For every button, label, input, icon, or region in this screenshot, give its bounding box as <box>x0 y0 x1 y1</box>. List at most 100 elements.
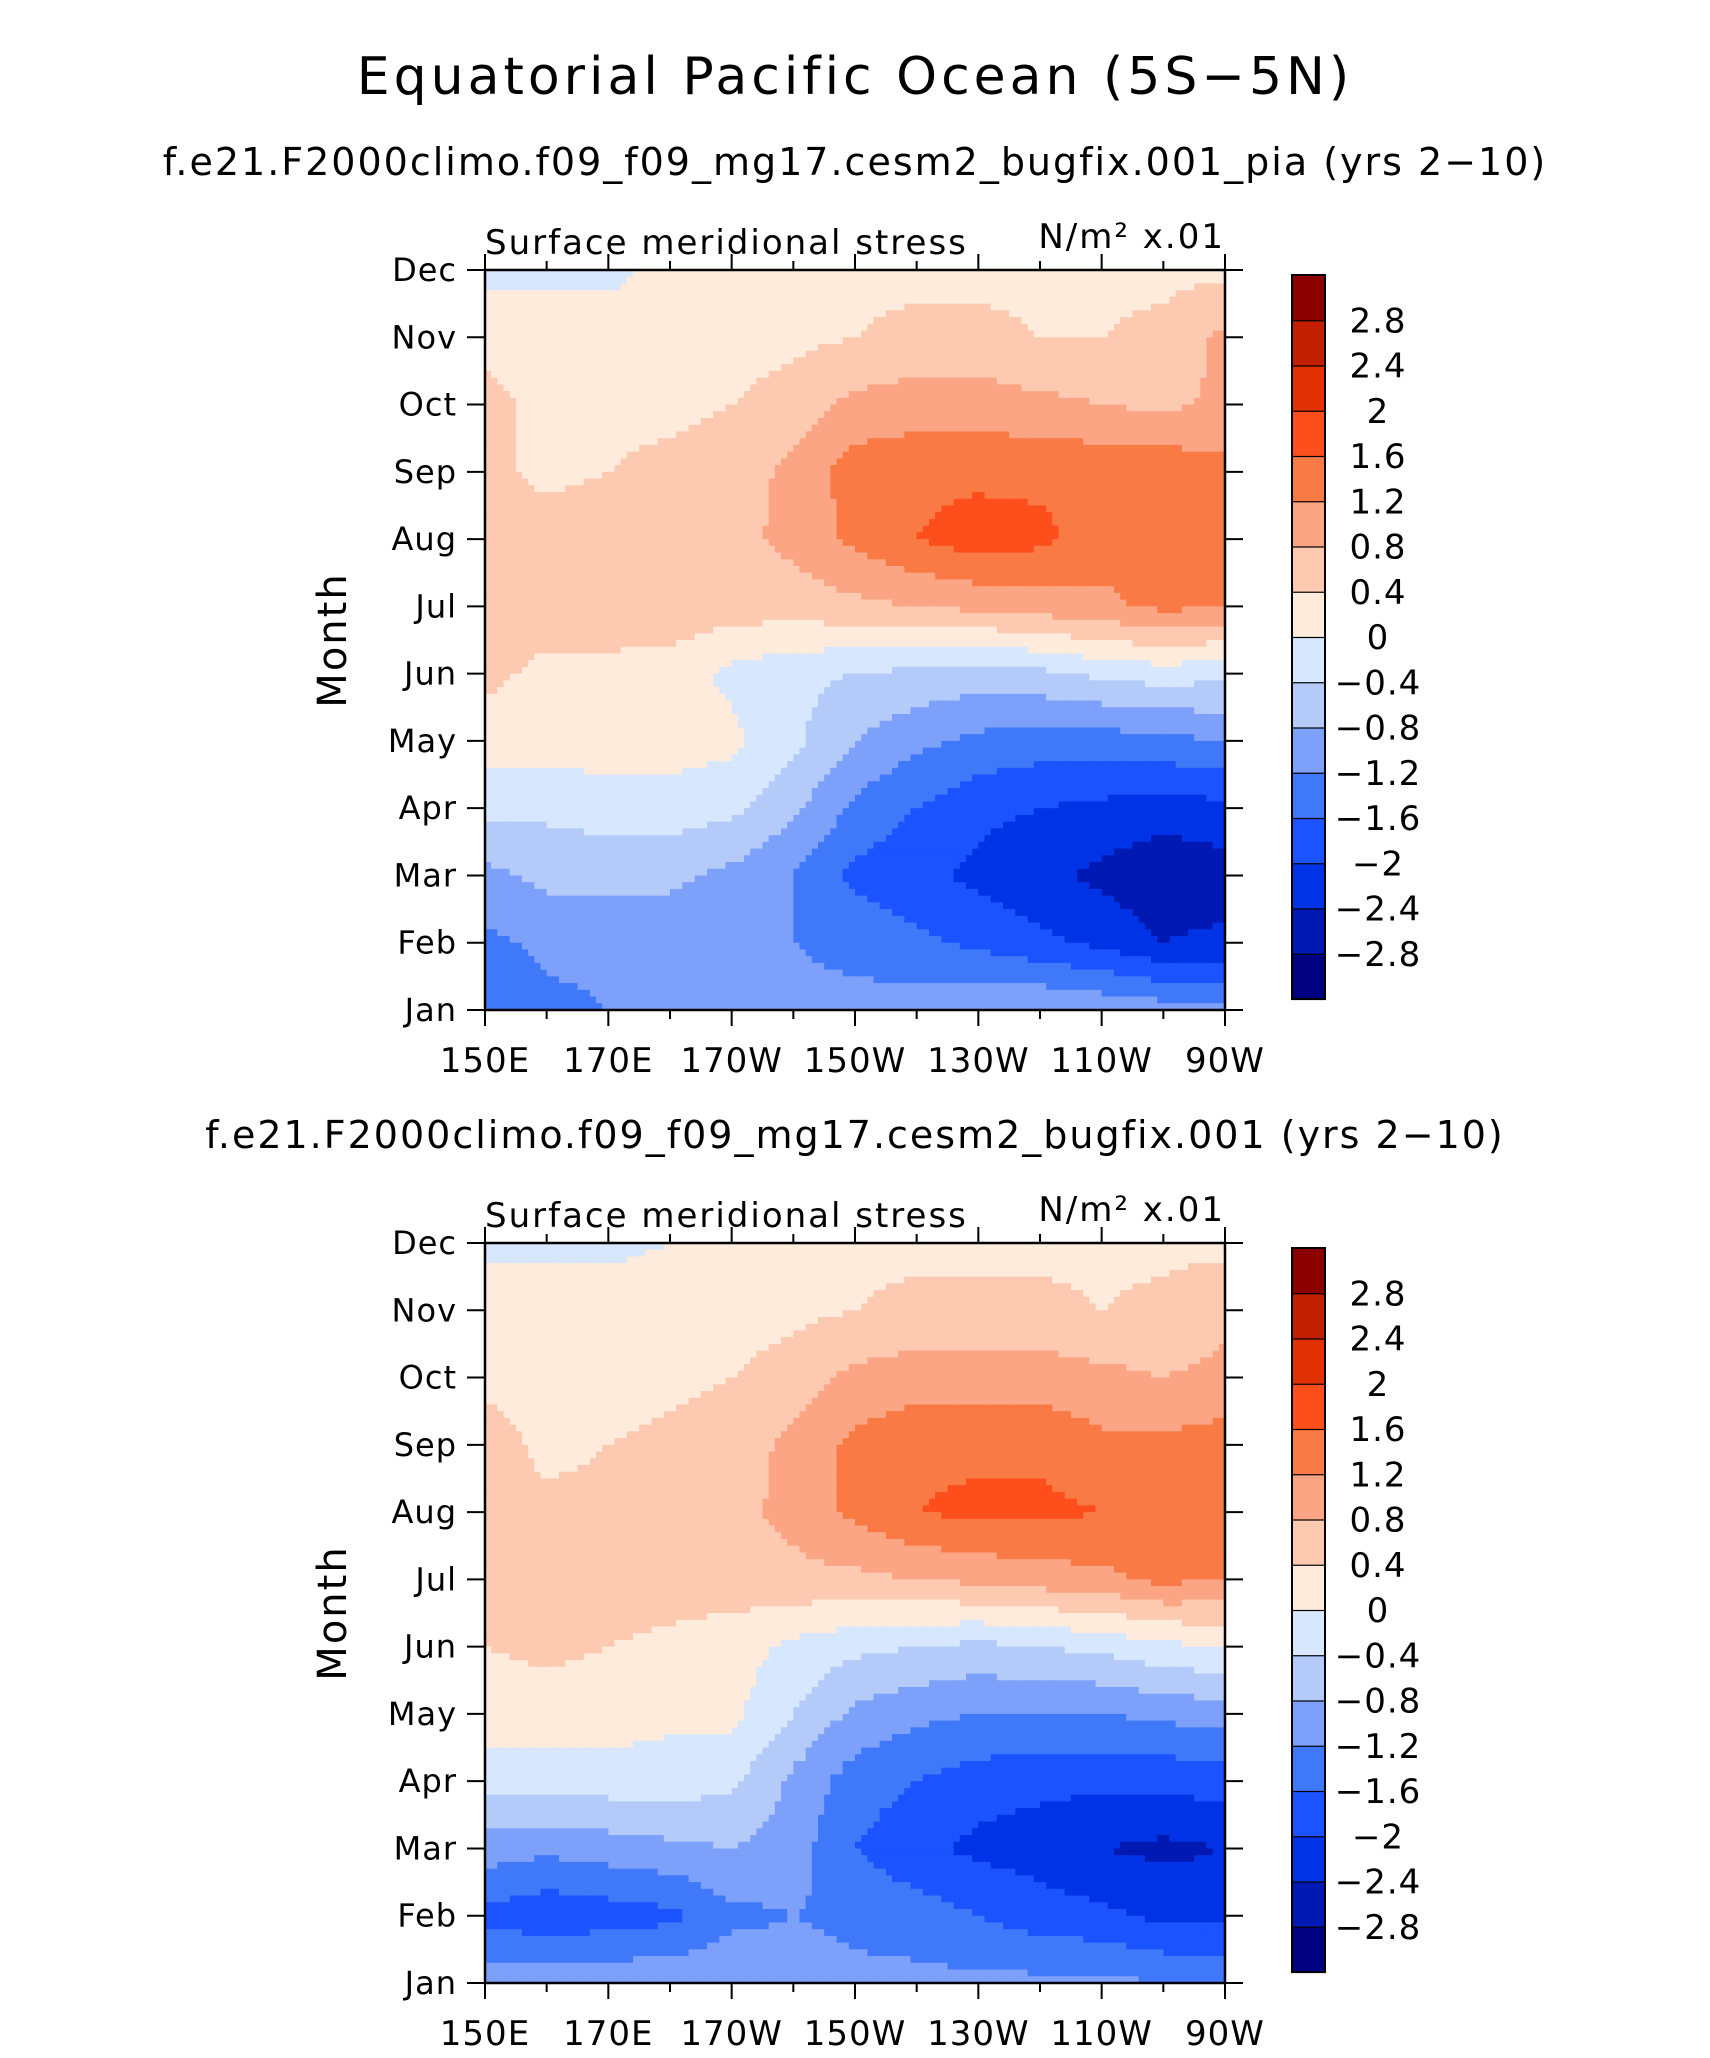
contour-cell <box>947 424 955 433</box>
contour-cell <box>966 485 973 493</box>
contour-cell <box>744 424 751 433</box>
contour-cell <box>805 350 813 359</box>
contour-cell <box>1077 485 1084 493</box>
contour-cell <box>892 424 899 433</box>
contour-cell <box>1089 404 1097 412</box>
contour-cell <box>830 532 838 540</box>
contour-cell <box>984 364 992 372</box>
contour-cell <box>929 485 936 493</box>
contour-cell <box>1077 323 1084 332</box>
contour-cell <box>515 545 523 554</box>
contour-cell <box>1120 303 1127 311</box>
contour-cell <box>811 444 819 453</box>
contour-cell <box>756 270 764 278</box>
contour-cell <box>608 451 616 459</box>
contour-cell <box>1033 303 1041 311</box>
contour-cell <box>1163 424 1171 433</box>
contour-cell <box>1114 458 1121 466</box>
contour-cell <box>929 411 936 419</box>
contour-cell <box>1027 364 1035 372</box>
contour-cell <box>762 364 770 372</box>
contour-cell <box>491 545 498 554</box>
contour-cell <box>1188 283 1195 291</box>
contour-cell <box>750 337 757 345</box>
contour-cell <box>966 424 973 433</box>
contour-cell <box>713 532 720 540</box>
contour-cell <box>984 330 992 338</box>
contour-cell <box>768 317 776 325</box>
contour-cell <box>1064 465 1072 473</box>
contour-cell <box>941 357 949 365</box>
contour-cell <box>1218 310 1226 318</box>
contour-cell <box>577 323 585 332</box>
contour-cell <box>1046 364 1053 372</box>
contour-cell <box>639 424 646 433</box>
contour-cell <box>811 438 819 446</box>
contour-cell <box>842 357 850 365</box>
contour-cell <box>1194 310 1201 318</box>
contour-cell <box>731 478 739 486</box>
contour-cell <box>781 471 788 480</box>
contour-cell <box>503 485 511 493</box>
contour-cell <box>1052 505 1060 513</box>
contour-cell <box>725 344 733 352</box>
contour-cell <box>688 512 696 520</box>
contour-cell <box>867 411 875 419</box>
contour-cell <box>904 364 912 372</box>
contour-cell <box>1126 377 1134 385</box>
contour-cell <box>670 532 677 540</box>
contour-cell <box>1015 492 1023 500</box>
contour-cell <box>589 317 597 325</box>
contour-cell <box>855 391 862 399</box>
contour-cell <box>1181 397 1189 406</box>
contour-cell <box>916 485 924 493</box>
contour-cell <box>614 438 622 446</box>
contour-cell <box>830 545 838 554</box>
contour-cell <box>491 404 498 412</box>
contour-cell <box>879 276 887 285</box>
contour-cell <box>571 404 579 412</box>
contour-cell <box>1058 276 1066 285</box>
contour-cell <box>1027 310 1035 318</box>
contour-cell <box>528 525 535 533</box>
contour-cell <box>984 357 992 365</box>
contour-cell <box>953 518 961 527</box>
contour-cell <box>818 465 825 473</box>
contour-cell <box>774 512 782 520</box>
contour-cell <box>725 424 733 433</box>
contour-cell <box>892 350 899 359</box>
contour-cell <box>1138 310 1146 318</box>
contour-cell <box>947 397 955 406</box>
contour-cell <box>996 377 1004 385</box>
contour-cell <box>731 384 739 392</box>
contour-cell <box>879 532 887 540</box>
contour-cell <box>565 270 572 278</box>
contour-cell <box>873 276 881 285</box>
contour-cell <box>589 512 597 520</box>
contour-cell <box>633 296 640 305</box>
contour-cell <box>645 323 653 332</box>
contour-cell <box>941 384 949 392</box>
contour-cell <box>768 384 776 392</box>
contour-cell <box>509 303 517 311</box>
contour-cell <box>848 539 856 547</box>
contour-cell <box>885 337 893 345</box>
contour-cell <box>1144 411 1152 419</box>
contour-cell <box>1009 350 1016 359</box>
contour-cell <box>774 451 782 459</box>
contour-cell <box>694 458 702 466</box>
contour-cell <box>861 458 868 466</box>
contour-cell <box>744 539 751 547</box>
contour-cell <box>670 364 677 372</box>
contour-cell <box>744 357 751 365</box>
contour-cell <box>762 397 770 406</box>
contour-cell <box>879 411 887 419</box>
contour-cell <box>935 518 942 527</box>
contour-cell <box>922 357 930 365</box>
contour-cell <box>873 397 881 406</box>
contour-cell <box>682 411 690 419</box>
contour-cell <box>707 404 714 412</box>
contour-cell <box>953 458 961 466</box>
contour-cell <box>737 370 745 379</box>
contour-cell <box>756 323 764 332</box>
